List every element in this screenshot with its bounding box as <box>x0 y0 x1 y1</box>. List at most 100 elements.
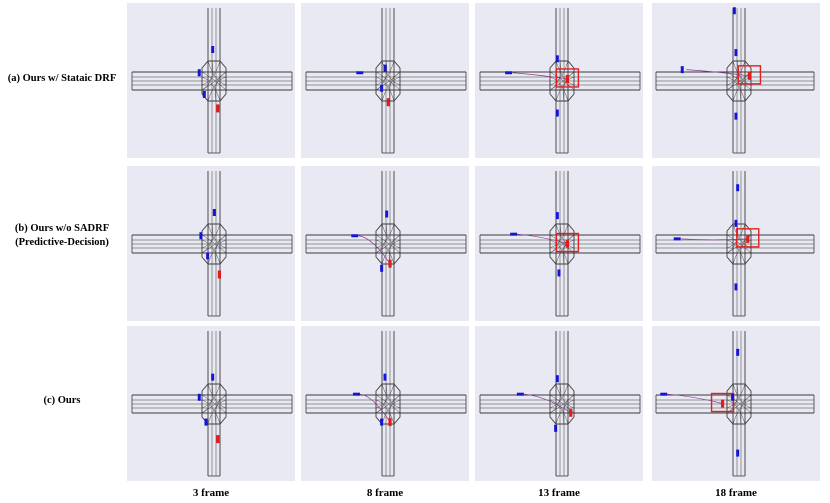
ego-vehicle <box>720 399 725 408</box>
junction-connector <box>375 71 401 91</box>
road-network <box>655 8 815 154</box>
junction-connector <box>549 223 569 249</box>
column-label: 18 frame <box>715 487 757 499</box>
ego-vehicle <box>747 71 752 80</box>
junction-connector <box>555 60 575 86</box>
junction-connector <box>381 223 401 249</box>
other-vehicle <box>734 112 738 120</box>
other-vehicle <box>557 269 561 277</box>
trajectory-line <box>512 72 568 80</box>
highlight-box <box>736 228 760 248</box>
intersection-scene <box>305 8 467 154</box>
junction-connector <box>549 399 569 425</box>
ego-vehicle <box>217 270 221 279</box>
junction-connector <box>375 71 401 91</box>
other-vehicle <box>197 393 201 401</box>
junction-connector <box>207 239 227 265</box>
junction-connector <box>201 76 221 102</box>
trajectory-line <box>667 393 723 404</box>
junction-connector <box>388 234 401 265</box>
other-vehicle <box>202 90 206 98</box>
ego-vehicle <box>565 74 569 83</box>
other-vehicle <box>555 109 559 117</box>
trajectory-line <box>686 69 750 77</box>
other-vehicle <box>380 84 384 92</box>
other-vehicle <box>555 375 559 383</box>
other-vehicle <box>211 46 215 53</box>
junction-connector <box>549 239 569 265</box>
trajectory-line <box>360 393 391 423</box>
junction-connector <box>201 234 227 254</box>
other-vehicle <box>736 348 740 356</box>
junction-connector <box>381 60 401 86</box>
junction-connector <box>375 234 401 254</box>
trajectory-line <box>517 233 568 244</box>
junction-connector <box>726 394 752 414</box>
row-label-line: (b) Ours w/o SADRF <box>14 223 110 234</box>
intersection-scene <box>131 331 293 477</box>
intersection-scene <box>131 171 293 317</box>
road-network <box>131 331 293 477</box>
intersection-scene <box>479 8 641 154</box>
road-network <box>479 171 641 317</box>
junction-connector <box>555 383 575 409</box>
intersection-scene <box>655 331 815 477</box>
junction-connector <box>562 234 575 265</box>
junction-connector <box>207 223 227 249</box>
junction-connector <box>375 76 395 102</box>
junction-connector <box>549 71 575 91</box>
simulation-panel <box>475 166 643 321</box>
other-vehicle <box>197 69 201 77</box>
junction-connector <box>201 71 227 91</box>
junction-connector <box>726 223 746 249</box>
other-vehicle <box>212 209 216 216</box>
road-network <box>305 171 467 317</box>
junction-connector <box>549 234 575 254</box>
ego-vehicle <box>216 104 220 113</box>
simulation-panel <box>127 166 295 321</box>
junction-connector <box>207 399 227 425</box>
simulation-panel <box>301 166 469 321</box>
highlight-box <box>555 68 580 88</box>
other-vehicle <box>660 392 668 396</box>
ego-vehicle <box>746 234 750 243</box>
junction-connector <box>739 394 752 425</box>
simulation-panel <box>301 3 469 158</box>
other-vehicle <box>385 210 389 218</box>
junction-connector <box>549 71 575 91</box>
junction-connector <box>375 234 401 254</box>
junction-connector <box>201 60 221 86</box>
junction-connector <box>375 223 395 249</box>
junction-connector <box>726 399 746 425</box>
other-vehicle <box>554 424 558 432</box>
junction-connector <box>207 60 227 86</box>
intersection-scene <box>479 171 641 317</box>
other-vehicle <box>211 373 215 381</box>
simulation-panel <box>652 166 820 321</box>
simulation-panel <box>475 326 643 481</box>
junction-connector <box>201 239 221 265</box>
row-label-line: (c) Ours <box>43 395 81 406</box>
junction-connector <box>375 394 401 414</box>
other-vehicle <box>734 219 738 227</box>
junction-connector <box>375 394 401 414</box>
ego-vehicle <box>388 259 392 268</box>
junction-connector <box>726 76 746 102</box>
other-vehicle <box>351 234 359 238</box>
other-vehicle <box>516 392 524 396</box>
junction-connector <box>726 60 746 86</box>
junction-connector <box>214 394 227 425</box>
junction-connector <box>726 383 746 409</box>
road-network <box>305 331 467 477</box>
intersection-scene <box>305 331 467 477</box>
junction-connector <box>207 76 227 102</box>
junction-connector <box>381 239 401 265</box>
junction-connector <box>732 399 752 425</box>
other-vehicle <box>204 418 208 426</box>
junction-connector <box>555 239 575 265</box>
junction-connector <box>732 383 752 409</box>
junction-connector <box>562 394 575 425</box>
junction-connector <box>555 76 575 102</box>
other-vehicle <box>673 237 681 241</box>
simulation-panel <box>127 326 295 481</box>
